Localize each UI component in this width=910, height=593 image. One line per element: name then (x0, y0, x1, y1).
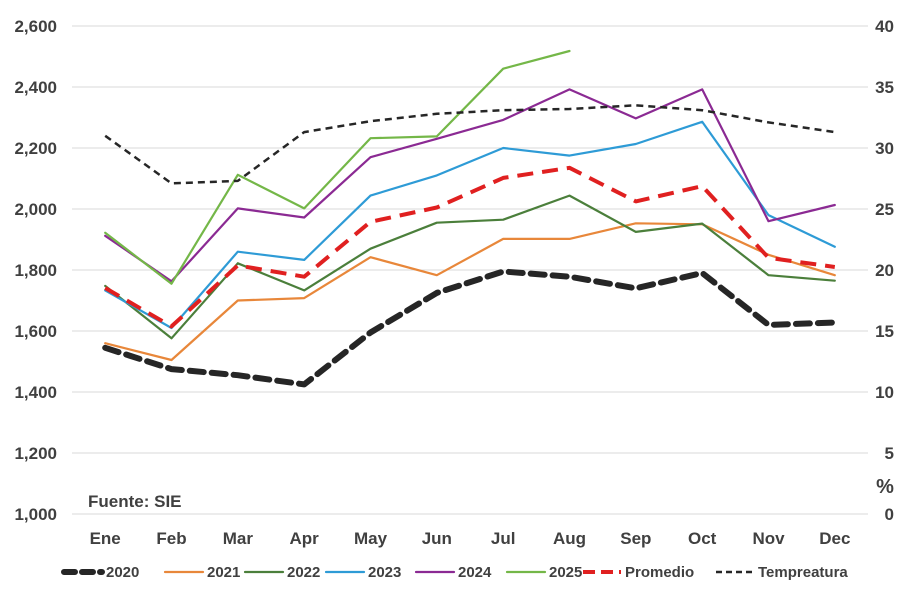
x-axis-tick-label: Ene (90, 529, 121, 548)
left-axis-tick-labels: 1,000 1,200 1,400 1,600 1,800 2,000 2,200 2,400… (14, 17, 57, 524)
left-axis-tick-label: 2,000 (14, 200, 57, 219)
right-axis-tick-label: 35 (875, 78, 894, 97)
source-label: Fuente: SIE (88, 492, 182, 511)
legend-label: 2022 (287, 564, 320, 581)
x-axis-tick-label: Oct (688, 529, 717, 548)
x-axis-tick-label: Aug (553, 529, 586, 548)
x-axis-tick-label: Jul (491, 529, 516, 548)
right-axis-tick-label: 25 (875, 200, 894, 219)
left-axis-tick-label: 1,800 (14, 261, 57, 280)
series-line-2020 (102, 268, 838, 388)
left-axis-tick-label: 1,600 (14, 322, 57, 341)
x-axis-tick-label: Sep (620, 529, 651, 548)
gridlines (72, 25, 868, 515)
x-axis-tick-label: Mar (223, 529, 254, 548)
x-axis-tick-label: Dec (819, 529, 850, 548)
x-axis-tick-labels: Ene Feb Mar Apr May Jun Jul Aug Sep Oct Nov Dec (90, 529, 851, 548)
x-axis-tick-label: Jun (422, 529, 452, 548)
x-axis-tick-label: Nov (752, 529, 785, 548)
series-line-2024 (104, 88, 836, 283)
legend-label: 2021 (207, 564, 240, 581)
legend-label: Promedio (625, 564, 694, 581)
series-line-2021 (104, 222, 836, 362)
right-axis-tick-label: 5 (885, 444, 894, 463)
right-axis-tick-labels: 0 5 10 15 20 25 30 35 40 (875, 17, 894, 524)
legend-label: Tempreatura (758, 564, 848, 581)
series-line-2023 (104, 120, 836, 330)
series-line-2022 (104, 194, 836, 340)
left-axis-tick-label: 1,200 (14, 444, 57, 463)
right-axis-unit: % (876, 476, 894, 498)
x-axis-tick-label: Apr (290, 529, 320, 548)
left-axis-tick-label: 2,400 (14, 78, 57, 97)
series-line-2025 (104, 49, 571, 285)
legend-label: 2024 (458, 564, 492, 581)
series-line-tempreatura (104, 104, 835, 185)
x-axis-tick-label: Feb (156, 529, 186, 548)
legend: 2020 2021 2022 2023 2024 2025 Promedio Tempreat… (61, 564, 848, 581)
right-axis-tick-label: 15 (875, 322, 894, 341)
right-axis-tick-label: 10 (875, 383, 894, 402)
right-axis-tick-label: 30 (875, 139, 894, 158)
series-line-promedio (104, 165, 836, 329)
left-axis-tick-label: 1,000 (14, 505, 57, 524)
legend-label: 2025 (549, 564, 582, 581)
left-axis-tick-label: 2,600 (14, 17, 57, 36)
legend-label: 2023 (368, 564, 401, 581)
right-axis-tick-label: 0 (885, 505, 894, 524)
right-axis-tick-label: 40 (875, 17, 894, 36)
x-axis-tick-label: May (354, 529, 388, 548)
left-axis-tick-label: 1,400 (14, 383, 57, 402)
right-axis-tick-label: 20 (875, 261, 894, 280)
series-lines (102, 49, 838, 388)
left-axis-tick-label: 2,200 (14, 139, 57, 158)
legend-label: 2020 (106, 564, 139, 581)
